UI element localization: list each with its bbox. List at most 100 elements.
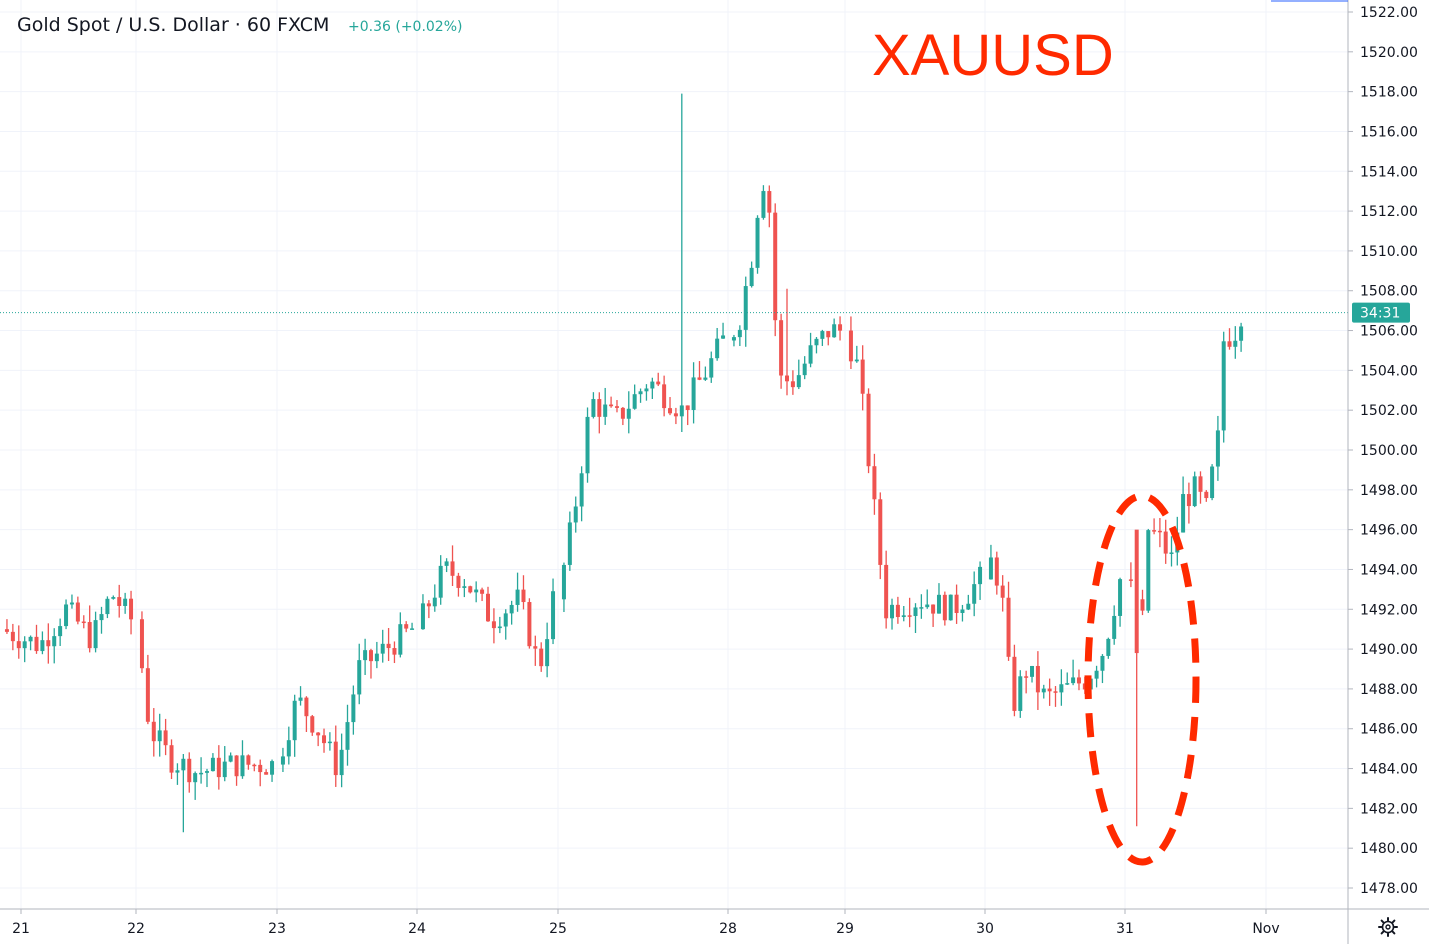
- candle: [796, 359, 801, 390]
- candle-body: [380, 643, 385, 654]
- candle: [1215, 415, 1220, 481]
- candle-body: [1140, 599, 1145, 611]
- candle: [737, 325, 742, 347]
- candle: [668, 397, 673, 416]
- candle-body: [187, 758, 192, 783]
- candle-body: [58, 626, 63, 637]
- candle: [426, 600, 431, 619]
- candle-body: [890, 604, 895, 619]
- candle-body: [650, 381, 655, 389]
- candle: [16, 625, 21, 659]
- time-tick-label: 30: [976, 921, 994, 937]
- candle: [480, 587, 485, 602]
- candle-body: [832, 324, 837, 338]
- candle: [252, 763, 257, 772]
- candle-body: [1035, 665, 1040, 693]
- interval-label: 60: [247, 14, 271, 36]
- candle-body: [1118, 579, 1123, 616]
- candle: [767, 185, 772, 228]
- candle: [246, 754, 251, 770]
- candle: [1239, 322, 1244, 352]
- candle-body: [860, 359, 865, 394]
- candle-body: [105, 598, 110, 615]
- candle: [205, 768, 209, 788]
- candle-body: [521, 589, 526, 603]
- candle-body: [1041, 688, 1046, 693]
- candle: [1024, 670, 1029, 694]
- grid-lines: [0, 0, 1348, 909]
- candle-body: [1134, 529, 1139, 654]
- candle: [626, 391, 631, 434]
- candle: [81, 615, 86, 629]
- change-label: +0.36 (+0.02%): [348, 19, 462, 35]
- candle-body: [773, 212, 778, 321]
- candle-body: [838, 324, 843, 331]
- symbol-name: Gold Spot / U.S. Dollar: [17, 14, 229, 36]
- candle-body: [363, 650, 368, 661]
- price-axis[interactable]: 1478.00 1480.00 1482.00 1484.00 1486.00 1488.…: [1348, 5, 1418, 897]
- candle: [966, 594, 971, 611]
- gear-icon[interactable]: [1378, 917, 1398, 937]
- candle: [790, 370, 795, 395]
- candle-body: [820, 331, 825, 339]
- time-tick-label: 22: [127, 921, 145, 937]
- candle-body: [895, 604, 900, 618]
- candle: [539, 642, 544, 672]
- candle-body: [420, 603, 425, 630]
- candle: [28, 635, 33, 651]
- price-tick-label: 1522.00: [1360, 5, 1418, 21]
- candle: [761, 185, 766, 220]
- candle: [721, 322, 726, 339]
- candle: [632, 384, 637, 410]
- candle-body: [779, 320, 784, 376]
- time-axis[interactable]: 21 22 23 24 25 28 29 30 31 Nov: [12, 909, 1280, 937]
- candle: [316, 732, 321, 747]
- candle-body: [808, 345, 813, 364]
- candle-body: [848, 330, 853, 362]
- candle: [620, 406, 625, 426]
- candle-body: [181, 758, 186, 771]
- candle-body: [1198, 476, 1203, 492]
- symbol-title[interactable]: Gold Spot / U.S. Dollar · 60 FXCM: [17, 14, 329, 36]
- candle: [814, 337, 819, 354]
- candle-body: [1227, 341, 1232, 347]
- candle: [1128, 562, 1133, 588]
- candle-body: [246, 755, 251, 765]
- countdown-label: 34:31: [1360, 306, 1400, 322]
- candle-body: [16, 641, 21, 649]
- candle: [410, 622, 415, 630]
- candle: [280, 747, 285, 772]
- candle: [743, 276, 748, 347]
- candle-body: [374, 653, 379, 662]
- candle: [895, 596, 900, 624]
- candle-body: [638, 391, 643, 395]
- time-tick-label: 29: [836, 921, 854, 937]
- candle: [123, 592, 128, 614]
- candle: [210, 753, 215, 772]
- candle-body: [450, 561, 455, 576]
- candle-body: [609, 404, 614, 407]
- price-tick-label: 1480.00: [1360, 841, 1418, 857]
- candle-body: [1233, 340, 1238, 347]
- candle: [551, 578, 556, 645]
- source-label: FXCM: [277, 14, 329, 36]
- candle: [948, 594, 953, 621]
- candle-body: [258, 764, 263, 773]
- candle-body: [790, 381, 795, 388]
- candle-body: [322, 735, 327, 744]
- candle: [779, 313, 784, 389]
- candle: [87, 605, 92, 653]
- candle: [715, 327, 720, 361]
- price-tick-label: 1482.00: [1360, 801, 1418, 817]
- candle: [567, 511, 572, 571]
- candle: [901, 606, 906, 622]
- candle-body: [486, 593, 490, 622]
- candle: [826, 331, 831, 346]
- candle-body: [327, 741, 332, 744]
- candle-body: [28, 636, 33, 642]
- candle: [1041, 684, 1046, 699]
- candle-body: [1053, 691, 1058, 693]
- candle-body: [761, 191, 766, 218]
- candle: [1204, 490, 1209, 502]
